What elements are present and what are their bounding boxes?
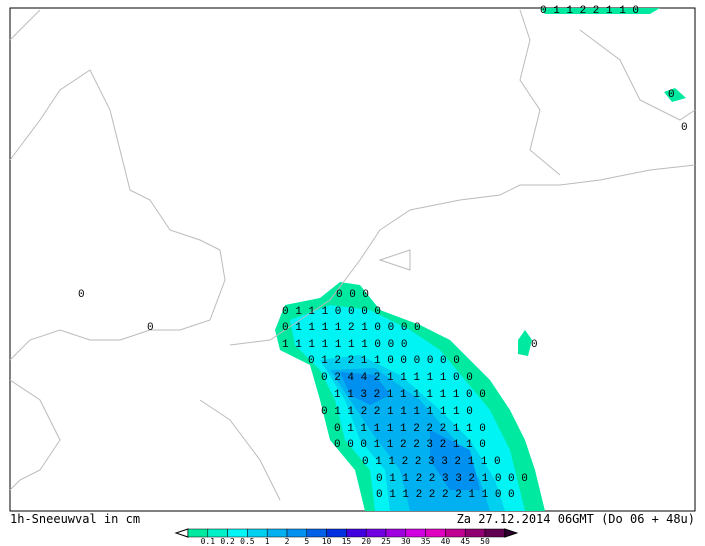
grid-row: 0 1 1 2 2 3 3 2 1 1 0 [362, 456, 501, 468]
legend-swatch [464, 528, 486, 538]
grid-row: 0 [147, 322, 154, 334]
legend-arrow [174, 528, 189, 538]
grid-row: 0 1 2 2 1 1 0 0 0 0 0 0 [308, 355, 460, 367]
legend-label: 0.5 [240, 537, 255, 546]
legend-label: 30 [401, 537, 411, 546]
legend-swatch [187, 528, 209, 538]
grid-row: 1 1 3 2 1 1 1 1 1 1 0 0 [334, 389, 486, 401]
grid-row: 0 [668, 89, 675, 101]
legend-swatch [306, 528, 327, 538]
grid-row: 0 [531, 339, 538, 351]
legend-swatch [405, 528, 426, 538]
legend-arrow [504, 528, 519, 538]
legend-swatch [346, 528, 367, 538]
legend-swatch [266, 528, 288, 538]
legend-swatch [227, 528, 248, 538]
legend-swatch [326, 528, 347, 538]
grid-values: 0 1 1 2 2 1 1 0 0 0 0 0 0 0 0 0 0 1 1 1 0 0 0 0… [78, 5, 688, 501]
legend-swatch [385, 528, 407, 538]
legend-label: 0.2 [220, 537, 235, 546]
legend-label: 25 [381, 537, 391, 546]
grid-row: 1 1 1 1 1 1 1 0 0 0 [282, 339, 407, 351]
grid-row: 0 0 0 [336, 289, 369, 301]
legend-swatch [484, 528, 506, 538]
legend-swatch [207, 528, 228, 538]
legend: 0.1 0.2 0.5 1 2 5 10 15 20 25 30 35 40 45 50 [174, 528, 519, 546]
legend-label: 2 [285, 537, 290, 546]
caption: 1h-Sneeuwval in cm [10, 512, 140, 526]
grid-row: 0 0 0 1 1 2 2 3 2 1 1 0 [334, 439, 486, 451]
grid-row: 0 1 1 2 2 3 3 2 1 0 0 0 [376, 473, 528, 485]
legend-swatch [247, 528, 268, 538]
legend-label: 0.1 [201, 537, 216, 546]
grid-row: 0 [681, 122, 688, 134]
legend-label: 5 [304, 537, 309, 546]
legend-label: 45 [460, 537, 470, 546]
timestamp: Za 27.12.2014 06GMT (Do 06 + 48u) [457, 512, 695, 526]
grid-row: 0 2 4 4 2 1 1 1 1 1 0 0 [321, 372, 473, 384]
grid-row: 0 [78, 289, 85, 301]
grid-row: 0 1 1 1 1 2 1 0 0 0 0 [282, 322, 421, 334]
legend-swatch [445, 528, 466, 538]
legend-label: 20 [361, 537, 371, 546]
legend-label: 1 [265, 537, 270, 546]
grid-row: 0 1 1 2 2 1 1 1 1 1 1 0 [321, 406, 473, 418]
legend-label: 50 [480, 537, 490, 546]
coastlines [9, 9, 696, 501]
legend-label: 10 [322, 537, 332, 546]
legend-label: 15 [342, 537, 352, 546]
legend-swatch [286, 528, 308, 538]
grid-row: 0 1 1 1 0 0 0 0 [282, 306, 381, 318]
grid-row: 0 1 1 2 2 2 2 1 1 0 0 [376, 489, 515, 501]
legend-swatch [365, 528, 387, 538]
snow-areas [275, 8, 686, 511]
legend-label: 40 [441, 537, 451, 546]
grid-row: 0 1 1 2 2 1 1 0 [540, 5, 639, 17]
grid-row: 0 1 1 1 1 1 2 2 2 1 1 0 [334, 423, 486, 435]
legend-label: 35 [421, 537, 431, 546]
legend-swatch [425, 528, 446, 538]
